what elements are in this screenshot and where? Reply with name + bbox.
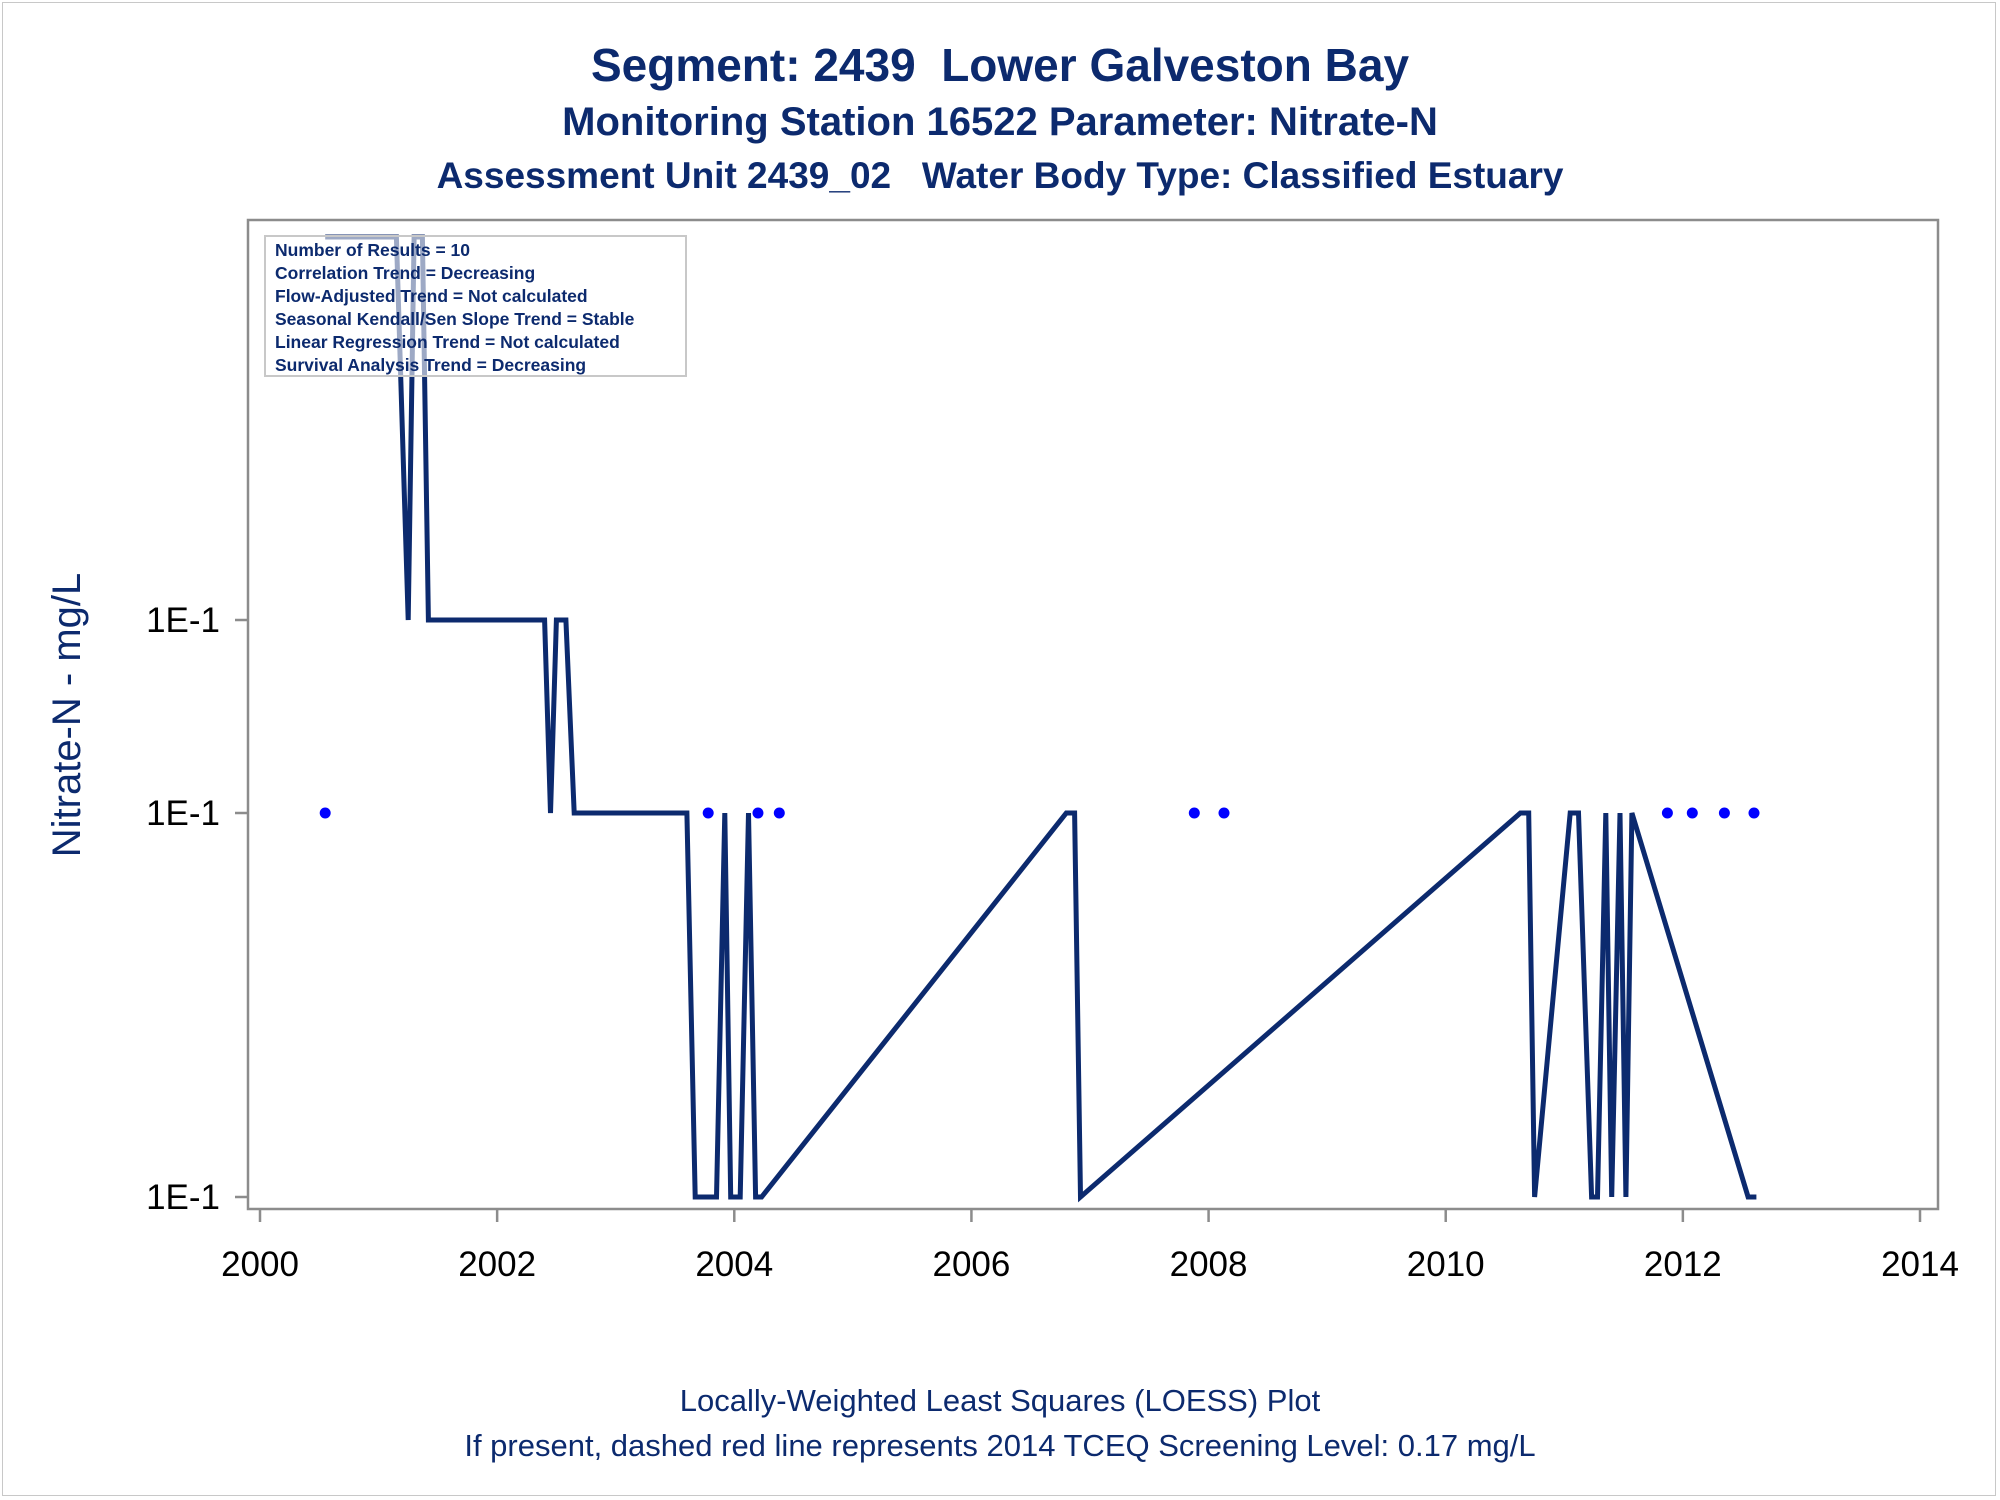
stats-line-flow-adjusted-trend: Flow-Adjusted Trend = Not calculated: [275, 286, 588, 306]
loess-line: [325, 234, 1757, 1203]
x-tick-label: 2004: [695, 1245, 773, 1284]
x-axis: 2000 2002 2004 2006 2008 2010 2012 2014: [221, 1209, 1959, 1284]
footer-loess-note: Locally-Weighted Least Squares (LOESS) P…: [679, 1383, 1321, 1418]
data-point: [1188, 807, 1200, 819]
series-layer: [319, 234, 1760, 1203]
chart-subtitle-assessment: Assessment Unit 2439_02 Water Body Type:…: [436, 155, 1564, 196]
stats-line-seasonal-kendall-trend: Seasonal Kendall/Sen Slope Trend = Stabl…: [275, 309, 635, 329]
x-tick-label: 2012: [1644, 1245, 1722, 1284]
x-tick-label: 2000: [221, 1245, 299, 1284]
data-point: [702, 807, 714, 819]
y-tick-label: 1E-1: [146, 1178, 220, 1217]
data-point: [1218, 807, 1230, 819]
data-point: [1718, 807, 1730, 819]
data-point: [752, 807, 764, 819]
x-tick-label: 2010: [1407, 1245, 1485, 1284]
x-tick-label: 2002: [458, 1245, 536, 1284]
data-point: [773, 807, 785, 819]
stats-line-survival-analysis-trend: Survival Analysis Trend = Decreasing: [275, 355, 586, 375]
data-point: [1661, 807, 1673, 819]
stats-box-border: [264, 235, 687, 377]
stats-box: Number of Results = 10 Correlation Trend…: [264, 235, 687, 377]
y-tick-label: 1E-1: [146, 601, 220, 640]
plot-area-border: [246, 218, 1940, 1211]
footer-screening-level-note: If present, dashed red line represents 2…: [464, 1428, 1536, 1463]
y-axis-label: Nitrate-N - mg/L: [45, 573, 89, 858]
x-tick-label: 2006: [932, 1245, 1010, 1284]
data-point: [319, 807, 331, 819]
y-tick-label: 1E-1: [146, 794, 220, 833]
x-tick-label: 2008: [1170, 1245, 1248, 1284]
data-point: [1686, 807, 1698, 819]
y-axis: 1E-1 1E-1 1E-1: [146, 601, 248, 1217]
data-point: [1748, 807, 1760, 819]
stats-line-correlation-trend: Correlation Trend = Decreasing: [275, 263, 535, 283]
x-tick-label: 2014: [1881, 1245, 1959, 1284]
chart-subtitle-station: Monitoring Station 16522 Parameter: Nitr…: [562, 100, 1438, 144]
chart-title: Segment: 2439 Lower Galveston Bay: [590, 39, 1410, 91]
stats-line-number-of-results: Number of Results = 10: [275, 240, 470, 260]
stats-line-linear-regression-trend: Linear Regression Trend = Not calculated: [275, 332, 620, 352]
